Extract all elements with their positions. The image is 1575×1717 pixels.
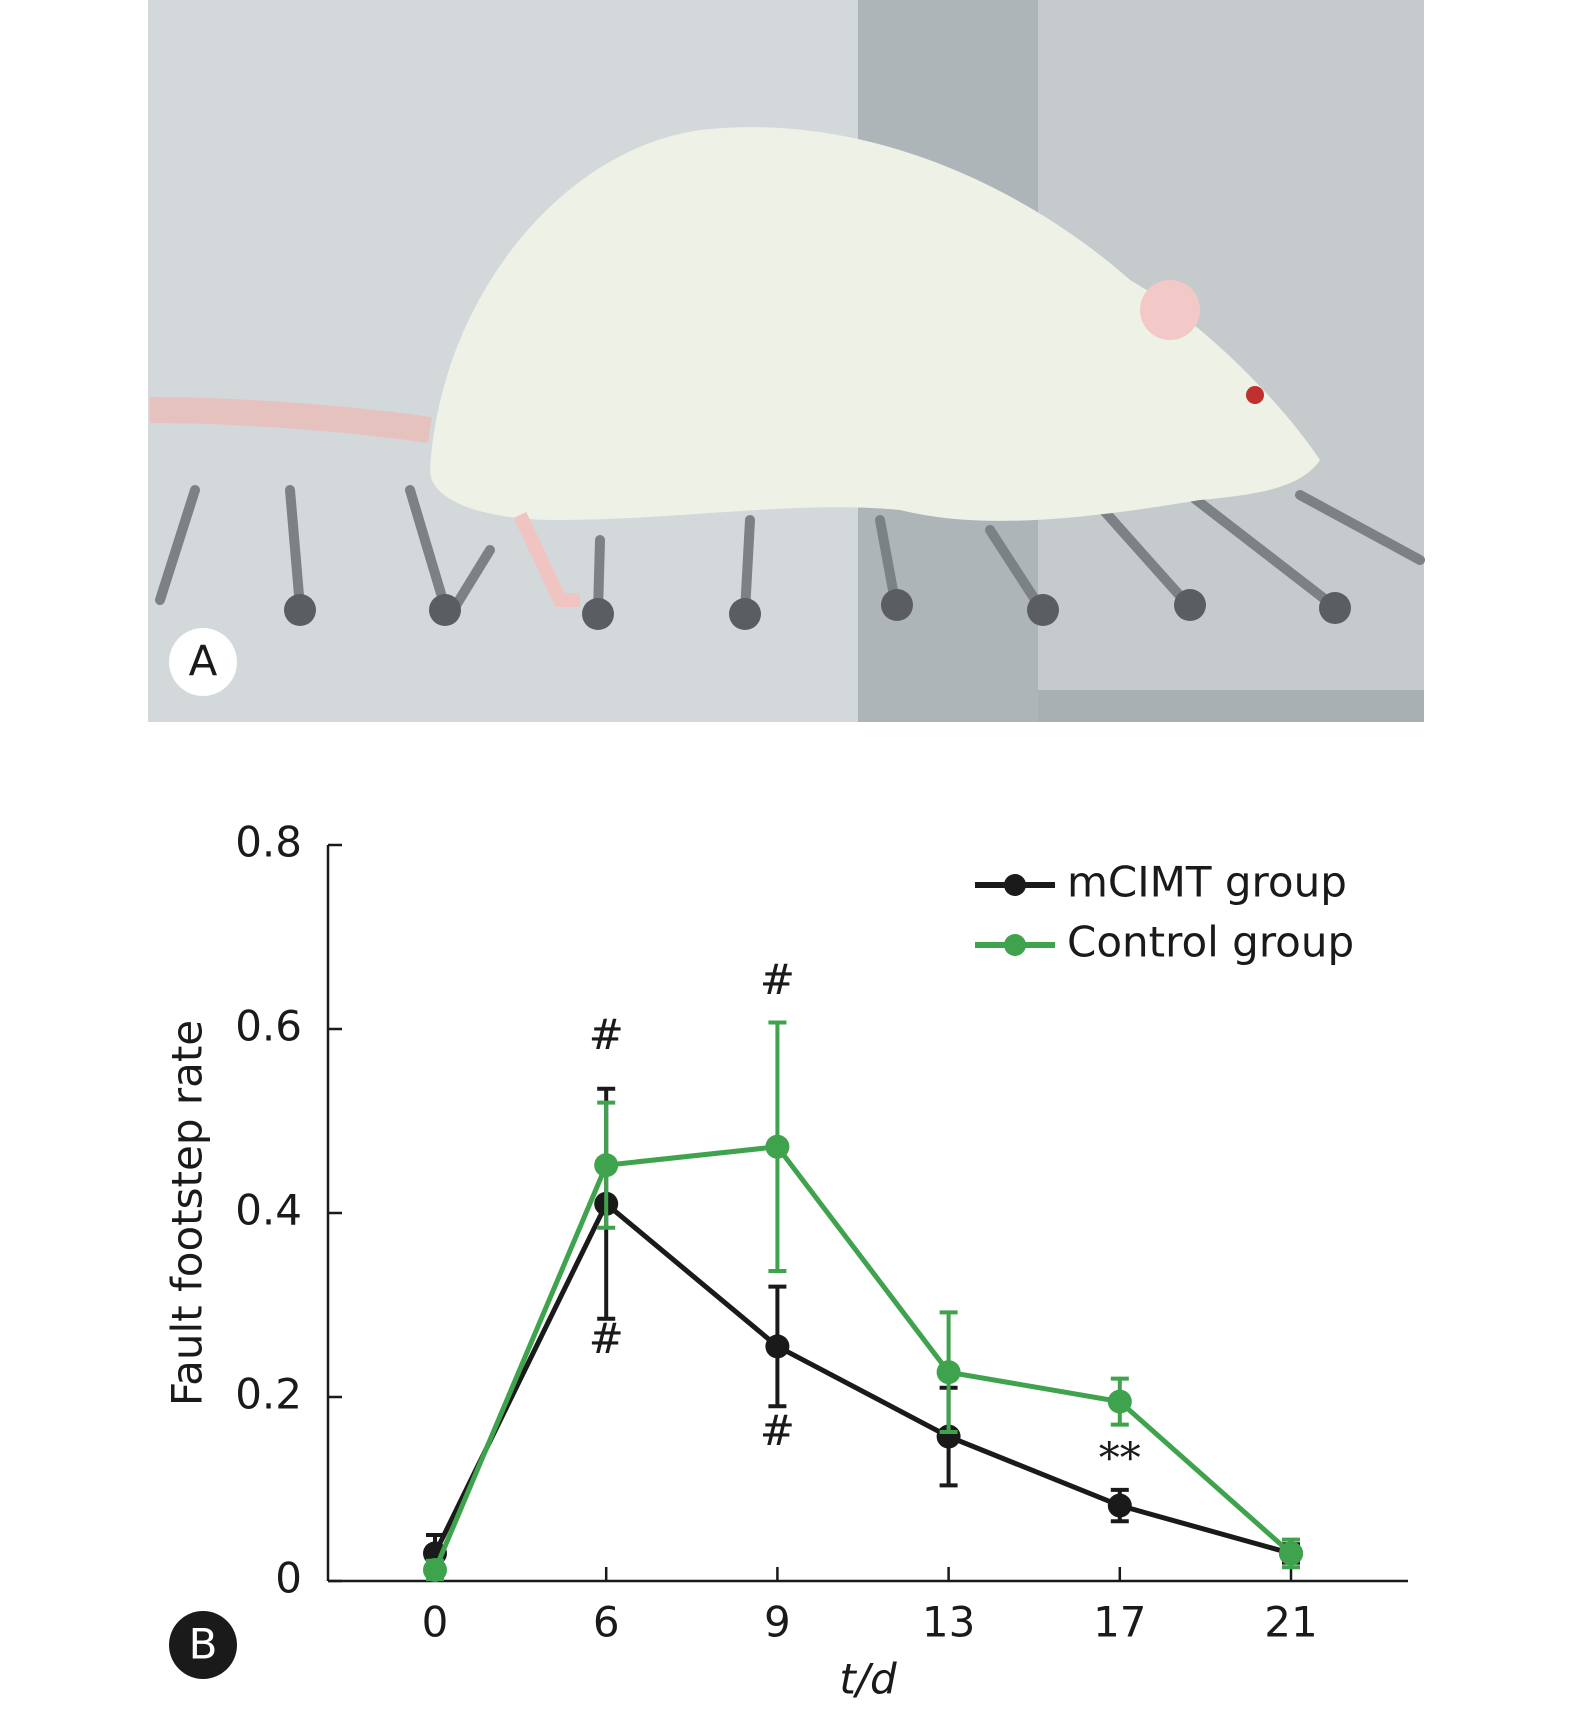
photo-tail <box>149 397 432 443</box>
legend-label: mCIMT group <box>1067 858 1347 907</box>
photo-ear <box>1140 280 1200 340</box>
x-tick-label: 6 <box>593 1598 620 1647</box>
point <box>765 1134 790 1159</box>
panel-badge <box>169 1611 237 1679</box>
legend-marker <box>1004 934 1026 956</box>
annotation: # <box>589 1010 624 1059</box>
x-tick-label: 0 <box>422 1598 449 1647</box>
panel-label: B <box>189 1620 218 1669</box>
point <box>1279 1541 1303 1566</box>
series-line <box>432 1199 1292 1556</box>
panel-badge <box>169 628 237 696</box>
photo-ledge <box>1038 690 1424 722</box>
point <box>1107 1493 1132 1518</box>
annotation: # <box>760 1406 795 1455</box>
y-tick-label: 0.4 <box>235 1186 302 1235</box>
point <box>1107 1389 1132 1414</box>
x-tick-label: 9 <box>764 1598 791 1647</box>
x-tick-label: 21 <box>1264 1598 1317 1647</box>
photo-eye <box>1246 386 1264 404</box>
y-tick-label: 0.6 <box>235 1002 302 1051</box>
y-axis-label: Fault footstep rate <box>163 1020 212 1406</box>
legend-label: Control group <box>1067 918 1354 967</box>
annotation: # <box>589 1314 624 1363</box>
x-tick-label: 17 <box>1093 1598 1146 1647</box>
y-tick-label: 0.8 <box>235 818 302 867</box>
point <box>936 1360 961 1385</box>
annotation: ** <box>1099 1433 1141 1482</box>
annotation: # <box>760 955 795 1004</box>
photo: A <box>148 0 1425 722</box>
photo-rat <box>430 127 1320 521</box>
x-tick-label: 13 <box>922 1598 975 1647</box>
photo-leg <box>513 512 580 607</box>
panel-label: A <box>189 637 218 686</box>
series-line <box>432 1144 1293 1571</box>
point <box>765 1334 790 1359</box>
point <box>594 1153 619 1178</box>
photo-nuts <box>284 589 1351 630</box>
x-axis-label: t/d <box>839 1655 897 1704</box>
y-tick-label: 0 <box>275 1554 302 1603</box>
point <box>423 1557 447 1582</box>
y-tick-label: 0.2 <box>235 1370 302 1419</box>
legend-marker <box>1004 874 1026 896</box>
